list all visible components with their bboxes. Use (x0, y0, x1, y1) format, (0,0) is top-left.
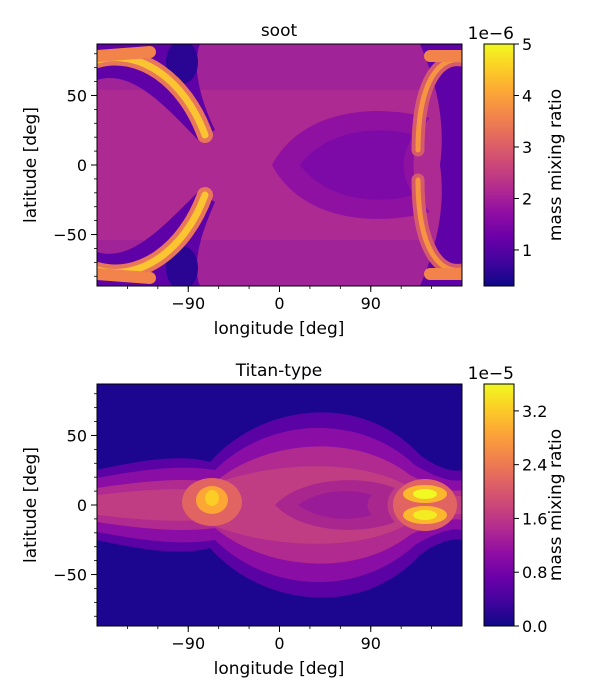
titan-ylabel: latitude [deg] (21, 447, 41, 563)
soot-xlabel: longitude [deg] (214, 319, 345, 339)
soot-y-tick-label: −50 (53, 226, 87, 245)
soot-colorbar-label: mass mixing ratio (546, 89, 566, 241)
titan-y-tick-label: −50 (53, 566, 87, 585)
titan-colorbar-tick-label: 1.6 (522, 509, 547, 528)
titan-colorbar-multiplier: 1e−5 (468, 364, 514, 384)
titan-central-low-inner (298, 491, 372, 519)
soot-polar-band-north-west (97, 46, 156, 62)
titan-colorbar-tick-label: 3.2 (522, 402, 547, 421)
soot-colorbar: 1 2 3 4 5 1e−6 mass mixing ratio (468, 24, 566, 287)
titan-colorbar-bar (483, 383, 515, 627)
soot-x-tick-label: −90 (171, 294, 205, 313)
titan-colorbar: 0.0 0.8 1.6 2.4 3.2 1e−5 mass mixing ratio (468, 364, 566, 636)
soot-ylabel: latitude [deg] (21, 107, 41, 223)
soot-x-tick-label: 90 (361, 294, 381, 313)
titan-colorbar-tick-label: 2.4 (522, 456, 547, 475)
titan-hotspot-east-south-core (413, 510, 437, 520)
titan-colorbar-tick-label: 0.8 (522, 563, 547, 582)
soot-y-tick-label: 0 (77, 156, 87, 175)
soot-central-low-inner (300, 130, 415, 200)
titan-colorbar-label: mass mixing ratio (546, 429, 566, 581)
panel-soot-title: soot (261, 21, 298, 41)
soot-colorbar-multiplier: 1e−6 (468, 24, 514, 44)
titan-hotspot-west-core (205, 490, 219, 506)
soot-colorbar-tick-label: 5 (522, 35, 532, 54)
titan-x-tick-label: −90 (171, 634, 205, 653)
titan-y-tick-label: 50 (67, 426, 87, 445)
titan-hotspot-east-north-core (413, 489, 437, 499)
titan-heatmap (97, 384, 462, 626)
soot-colorbar-tick-label: 2 (522, 189, 532, 208)
titan-xlabel: longitude [deg] (214, 659, 345, 679)
soot-x-tick-label: 0 (274, 294, 284, 313)
panel-titan-title: Titan-type (235, 361, 323, 381)
titan-axis-ticks: −90 0 90 −50 0 50 (53, 393, 432, 653)
titan-y-tick-label: 0 (77, 496, 87, 515)
titan-colorbar-ticks: 0.0 0.8 1.6 2.4 3.2 (514, 402, 547, 636)
soot-heatmap (97, 44, 462, 286)
soot-colorbar-bar (483, 43, 515, 287)
soot-colorbar-tick-label: 3 (522, 138, 532, 157)
titan-x-tick-label: 0 (274, 634, 284, 653)
soot-colorbar-tick-label: 4 (522, 86, 532, 105)
soot-east-dark (420, 44, 462, 286)
soot-axis-ticks: −90 0 90 −50 0 50 (53, 53, 432, 313)
titan-colorbar-tick-label: 0.0 (522, 617, 547, 636)
titan-x-tick-label: 90 (361, 634, 381, 653)
soot-colorbar-tick-label: 1 (522, 241, 532, 260)
soot-colorbar-ticks: 1 2 3 4 5 (514, 35, 532, 260)
soot-y-tick-label: 50 (67, 86, 87, 105)
soot-polar-band-south-west (97, 268, 156, 284)
